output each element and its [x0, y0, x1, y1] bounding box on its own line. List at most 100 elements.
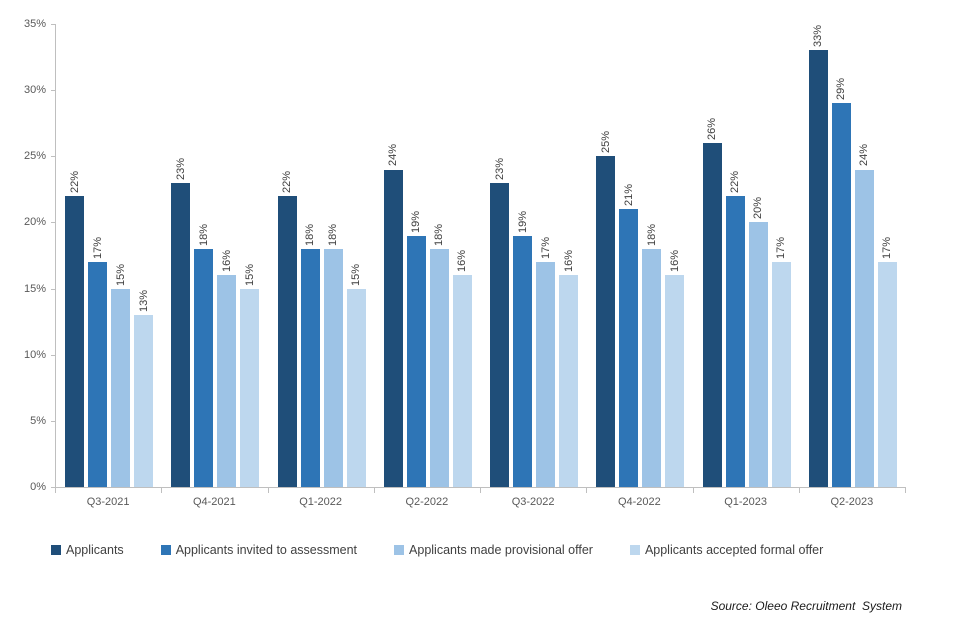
x-category-label: Q3-2021 [86, 496, 130, 508]
legend-label: Applicants accepted formal offer [644, 543, 824, 557]
x-tick-mark [586, 488, 588, 493]
bar-value-label: 19% [410, 210, 423, 233]
bar: 18% [194, 224, 214, 487]
bar: 17% [771, 237, 791, 487]
legend-item: Applicants invited to assessment [160, 543, 357, 557]
bar: 13% [134, 290, 154, 487]
bar: 23% [490, 158, 510, 487]
x-tick-mark [798, 488, 800, 493]
bar: 26% [702, 118, 722, 487]
bar: 16% [665, 250, 685, 487]
bar-value-label: 24% [387, 144, 400, 167]
bar-group: 22% 18% 18% 15% [269, 24, 375, 487]
y-tick-label: 20% [23, 216, 46, 229]
y-tick-mark [51, 420, 56, 422]
bar-value-label: 23% [174, 157, 187, 180]
bar: 22% [725, 171, 745, 487]
bar: 15% [111, 264, 131, 487]
legend-item: Applicants [51, 543, 124, 557]
bar-value-label: 16% [562, 250, 575, 273]
bar: 23% [171, 158, 191, 487]
bar-value-label: 22% [68, 170, 81, 193]
bar-value-label: 21% [622, 184, 635, 207]
y-tick-mark [51, 288, 56, 290]
y-tick-mark [51, 90, 56, 92]
plot-area: 22% 17% 15% 13% 23% 18% 16% 15% 22% 18% 18% 15% 24% 1… [55, 24, 906, 488]
y-tick-label: 30% [23, 84, 46, 97]
bar-value-label: 18% [197, 223, 210, 246]
bar: 16% [559, 250, 579, 487]
x-category-label: Q4-2022 [617, 496, 661, 508]
bar-value-label: 19% [516, 210, 529, 233]
bar-value-label: 15% [350, 263, 363, 286]
bar-value-label: 24% [858, 144, 871, 167]
bar-value-label: 18% [645, 223, 658, 246]
legend-label: Applicants [66, 543, 124, 557]
bar: 16% [452, 250, 472, 487]
x-tick-mark [373, 488, 375, 493]
bar-group: 23% 19% 17% 16% [481, 24, 587, 487]
bar: 17% [877, 237, 897, 487]
bar: 29% [831, 78, 851, 487]
bar-value-label: 33% [812, 25, 825, 48]
legend-swatch-icon [51, 545, 61, 555]
bar-group: 26% 22% 20% 17% [694, 24, 800, 487]
y-tick-mark [51, 222, 56, 224]
legend-swatch-icon [629, 545, 640, 555]
bar-group: 33% 29% 24% 17% [800, 24, 906, 487]
y-tick-label: 35% [23, 18, 46, 30]
bar-value-label: 26% [706, 118, 719, 141]
legend-swatch-icon [394, 545, 405, 555]
y-tick-label: 5% [30, 414, 46, 427]
bar: 33% [808, 25, 828, 487]
x-category-label: Q1-2022 [299, 496, 343, 508]
bar: 15% [240, 264, 260, 487]
bar: 19% [513, 211, 533, 487]
bar-value-label: 15% [114, 263, 127, 286]
x-category-label: Q2-2022 [405, 496, 449, 508]
bar-value-label: 15% [243, 263, 256, 286]
bar-group: 24% 19% 18% 16% [375, 24, 481, 487]
bar-value-label: 16% [220, 250, 233, 273]
y-tick-label: 25% [23, 150, 46, 163]
bar: 19% [406, 211, 426, 487]
bar: 15% [346, 264, 366, 487]
y-tick-label: 0% [30, 481, 46, 493]
bar: 22% [277, 171, 297, 487]
bar-value-label: 23% [493, 157, 506, 180]
bar-value-label: 29% [835, 78, 848, 101]
legend-item: Applicants accepted formal offer [629, 543, 824, 557]
bar: 24% [854, 144, 874, 487]
legend: Applicants Applicants invited to assessme… [51, 543, 823, 557]
bar-value-label: 25% [599, 131, 612, 154]
x-category-label: Q1-2023 [724, 496, 768, 508]
bar-group: 25% 21% 18% 16% [587, 24, 693, 487]
bar: 18% [429, 224, 449, 487]
bar-group: 22% 17% 15% 13% [56, 24, 162, 487]
bar-value-label: 17% [775, 237, 788, 260]
y-tick-mark [51, 354, 56, 356]
bar-value-label: 16% [668, 250, 681, 273]
x-tick-mark [905, 488, 906, 493]
x-tick-mark [55, 488, 56, 493]
legend-label: Applicants made provisional offer [409, 543, 593, 557]
bar-value-label: 18% [433, 223, 446, 246]
bar-value-label: 13% [137, 290, 150, 313]
y-tick-mark [51, 24, 56, 25]
bar: 25% [596, 131, 616, 487]
bar-value-label: 17% [881, 237, 894, 260]
bar-value-label: 22% [729, 170, 742, 193]
bar-value-label: 18% [304, 223, 317, 246]
y-tick-label: 10% [23, 348, 46, 361]
bar-value-label: 18% [327, 223, 340, 246]
x-category-label: Q3-2022 [511, 496, 555, 508]
bar-value-label: 22% [281, 170, 294, 193]
bar: 18% [300, 224, 320, 487]
bar: 17% [536, 237, 556, 487]
bar: 24% [383, 144, 403, 487]
legend-item: Applicants made provisional offer [394, 543, 593, 557]
bar-value-label: 17% [539, 237, 552, 260]
source-note: Source: Oleeo Recruitment System [710, 599, 902, 613]
bar: 20% [748, 197, 768, 487]
